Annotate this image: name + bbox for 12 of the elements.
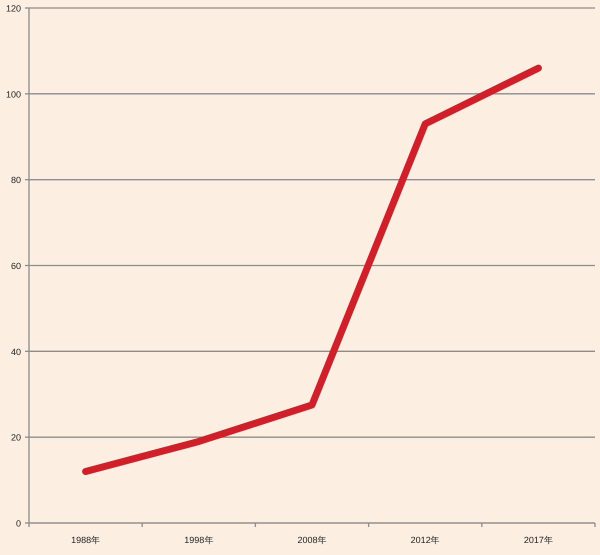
x-tick-label: 2008年	[297, 535, 327, 545]
x-tick-label: 1988年	[71, 535, 100, 545]
x-tick-label: 2017年	[524, 535, 553, 545]
y-tick-label: 60	[10, 261, 21, 271]
y-tick-label: 0	[16, 518, 21, 528]
y-tick-label: 40	[10, 346, 21, 357]
x-tick-label: 2012年	[410, 535, 440, 545]
y-tick-label: 100	[6, 89, 21, 100]
y-tick-label: 80	[10, 175, 21, 186]
y-tick-label: 20	[10, 432, 21, 443]
x-tick-label: 1998年	[184, 535, 214, 545]
y-tick-label: 120	[6, 4, 21, 14]
